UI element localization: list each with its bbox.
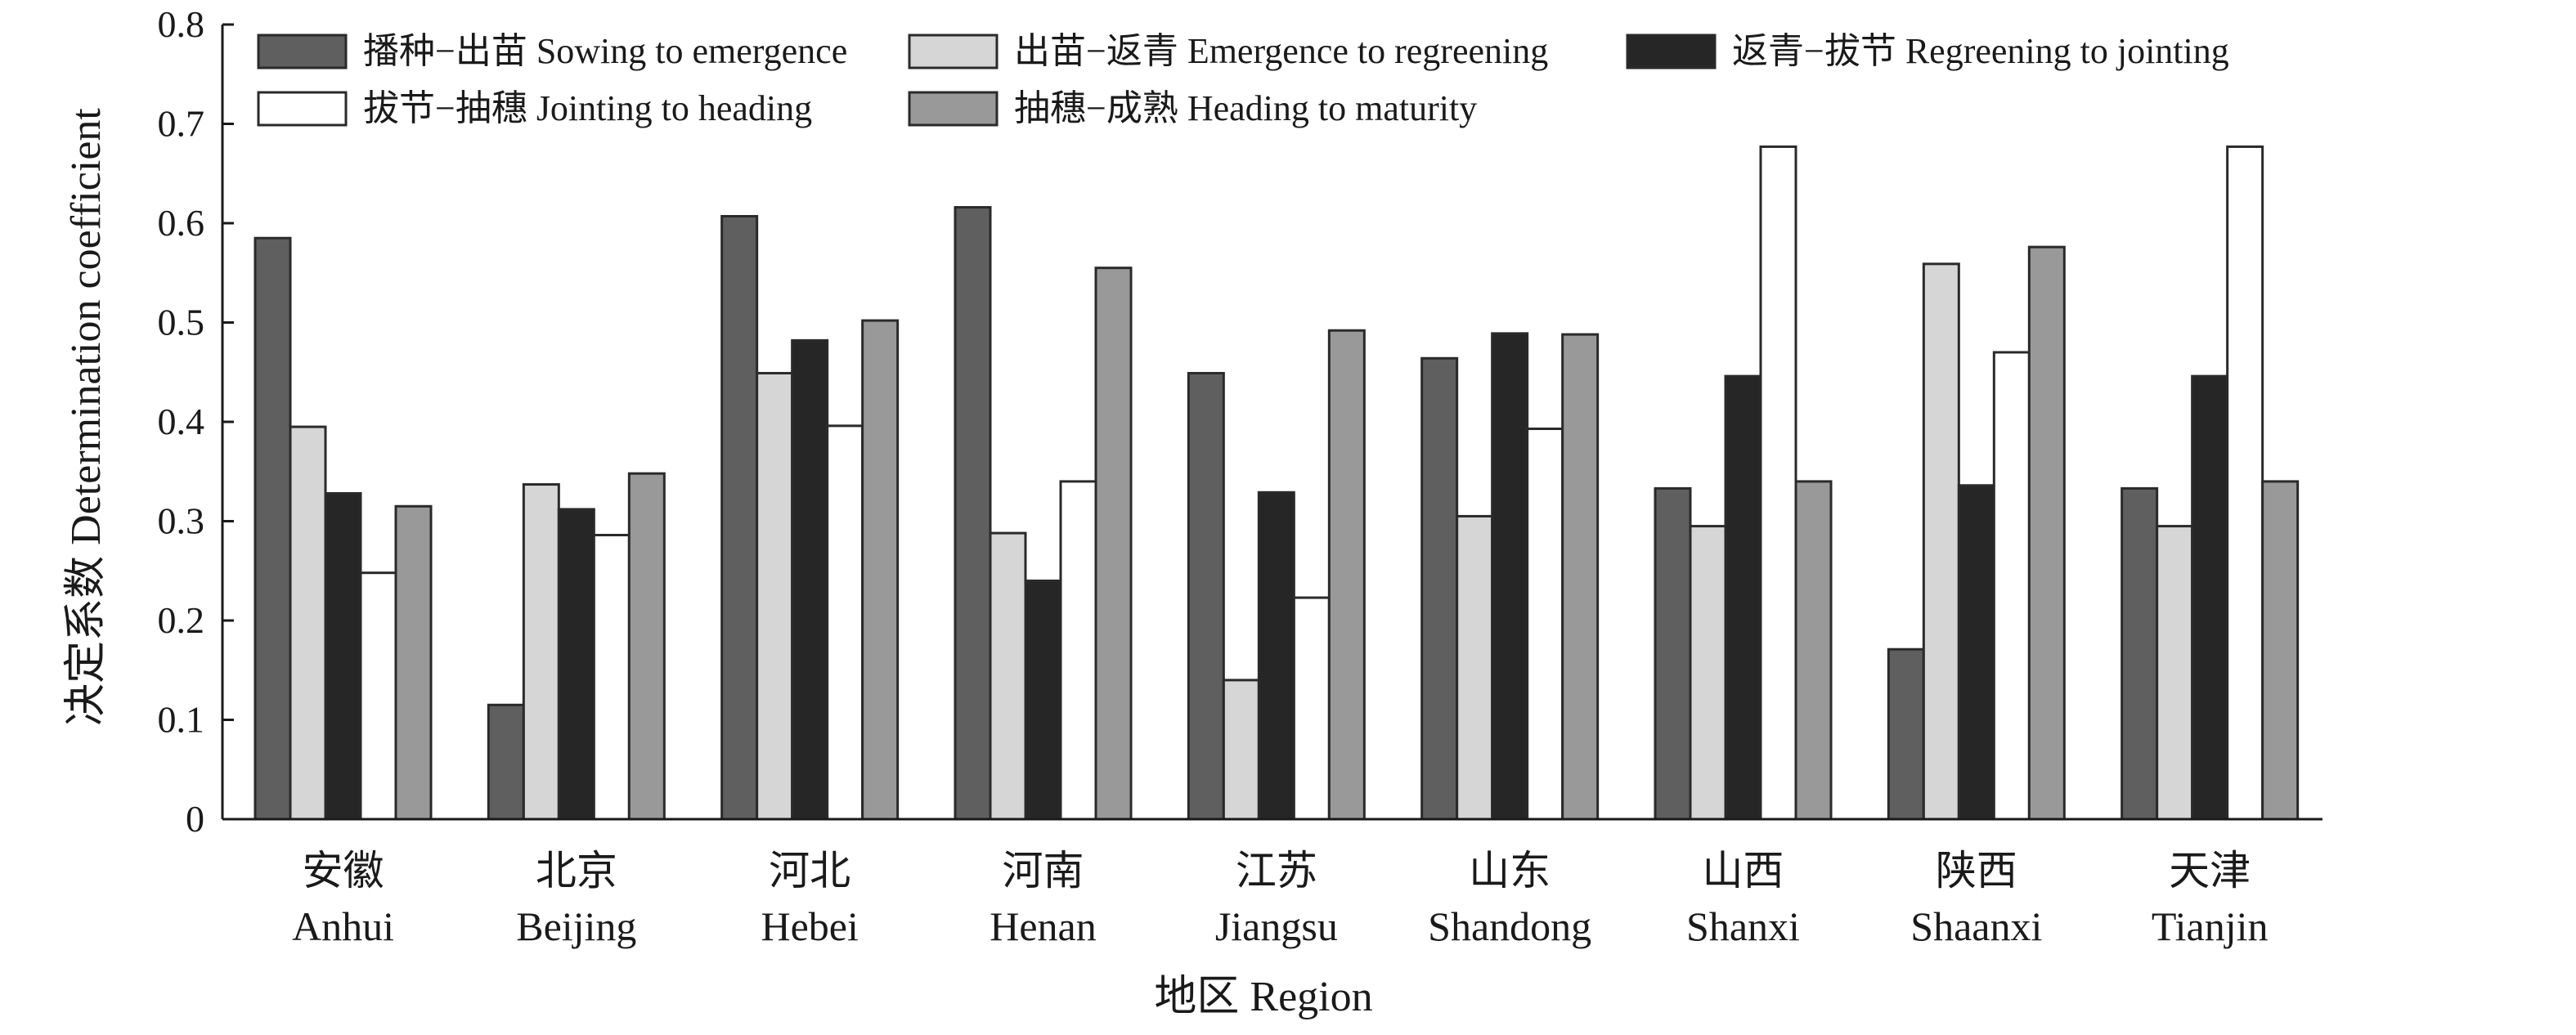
- legend-label: 出苗−返青 Emergence to regreening: [1014, 31, 1548, 71]
- bar: [1491, 332, 1529, 821]
- bar: [2156, 525, 2194, 821]
- bar: [1724, 374, 1762, 821]
- bar: [989, 531, 1027, 821]
- x-tick-label-en: Shanxi: [1686, 903, 1800, 949]
- bar: [1187, 371, 1225, 821]
- bar: [1689, 525, 1727, 821]
- x-axis-title: 地区 Region: [1154, 974, 1372, 1020]
- y-tick-label: 0.3: [158, 500, 205, 542]
- x-tick-label-cn: 陕西: [1936, 848, 2017, 894]
- bar: [1059, 480, 1097, 821]
- y-tick-label: 0.7: [158, 103, 205, 145]
- bar: [2027, 245, 2066, 821]
- bar: [2261, 480, 2300, 821]
- x-tick-label-en: Shaanxi: [1910, 903, 2042, 949]
- x-tick-label-en: Henan: [990, 903, 1097, 949]
- legend-swatch: [1626, 34, 1717, 69]
- bar: [1759, 145, 1797, 821]
- bar: [756, 371, 794, 821]
- legend-swatch: [908, 91, 999, 127]
- bar: [324, 491, 362, 821]
- bar: [826, 424, 864, 821]
- x-tick-label-en: Shandong: [1428, 903, 1591, 949]
- bar: [1327, 329, 1366, 821]
- legend-label: 拔节−抽穗 Jointing to heading: [363, 88, 812, 128]
- bar: [592, 534, 631, 821]
- bar: [1420, 356, 1459, 821]
- legend-label: 返青−拔节 Regreening to jointing: [1732, 31, 2229, 71]
- bar: [487, 703, 525, 821]
- bar: [1887, 647, 1925, 821]
- y-tick-label: 0.2: [158, 599, 205, 641]
- x-tick-label-en: Jiangsu: [1215, 903, 1338, 949]
- bar: [1292, 596, 1331, 821]
- y-tick-label: 0.8: [158, 3, 205, 45]
- x-tick-label-en: Anhui: [292, 903, 394, 949]
- bar: [2191, 374, 2229, 821]
- bar: [359, 571, 397, 821]
- y-tick-label: 0.1: [158, 699, 205, 741]
- bar: [1094, 267, 1133, 821]
- x-tick-labels: 安徽 Anhui 北京 Beijing 河北 Hebei 河南 Henan 江苏 Jiangsu 山…: [292, 848, 2268, 949]
- bar: [954, 206, 992, 821]
- x-tick-label-cn: 河南: [1003, 848, 1084, 894]
- x-tick-label-cn: 江苏: [1236, 848, 1317, 894]
- x-tick-label-en: Beijing: [516, 903, 636, 949]
- legend-label: 抽穗−成熟 Heading to maturity: [1014, 88, 1477, 128]
- bar: [1957, 484, 1995, 821]
- y-axis-title: 决定系数 Determination coefficient: [63, 108, 110, 726]
- bar: [791, 338, 829, 821]
- y-tick-label: 0.6: [158, 202, 205, 244]
- bar: [861, 319, 900, 821]
- bar: [522, 483, 560, 821]
- legend-swatch: [908, 34, 999, 69]
- bar: [1992, 351, 2031, 821]
- y-tick-label: 0.4: [158, 401, 205, 442]
- bars-layer: [254, 145, 2300, 821]
- x-tick-label-cn: 河北: [769, 848, 850, 894]
- x-tick-label-cn: 安徽: [303, 848, 384, 894]
- y-tick-label: 0.5: [158, 302, 205, 343]
- bar: [1024, 579, 1062, 821]
- bar: [1922, 262, 1960, 821]
- bar: [394, 504, 433, 821]
- bar: [720, 214, 759, 821]
- bar: [1222, 679, 1260, 821]
- x-tick-label-cn: 山东: [1469, 848, 1551, 894]
- bar: [1654, 486, 1692, 821]
- x-tick-label-cn: 天津: [2169, 848, 2251, 894]
- legend-swatch: [257, 34, 348, 69]
- bar: [1794, 480, 1833, 821]
- bar: [254, 236, 292, 821]
- bar: [289, 425, 327, 821]
- x-tick-label-cn: 北京: [536, 848, 617, 894]
- legend-label: 播种−出苗 Sowing to emergence: [363, 31, 847, 71]
- bar: [1456, 514, 1494, 821]
- bar: [1257, 491, 1295, 821]
- legend-swatch: [257, 91, 348, 127]
- y-tick-label: 0: [186, 798, 204, 840]
- x-tick-label-cn: 山西: [1703, 848, 1784, 894]
- bar: [2226, 145, 2264, 821]
- x-tick-label-en: Tianjin: [2152, 903, 2269, 949]
- bar: [2120, 486, 2159, 821]
- bar: [557, 508, 595, 821]
- legend: 播种−出苗 Sowing to emergence 出苗−返青 Emergence…: [257, 31, 2229, 128]
- x-tick-label-en: Hebei: [761, 903, 858, 949]
- bar: [1526, 428, 1564, 821]
- bar: [1561, 333, 1600, 821]
- bar: [627, 472, 666, 821]
- y-ticks: 0 0.1 0.2 0.3 0.4 0.5 0.6 0.7 0.8: [158, 3, 234, 840]
